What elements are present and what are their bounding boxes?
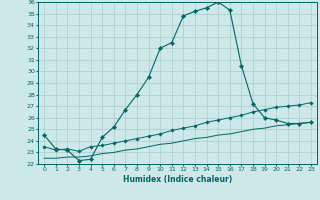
X-axis label: Humidex (Indice chaleur): Humidex (Indice chaleur) (123, 175, 232, 184)
